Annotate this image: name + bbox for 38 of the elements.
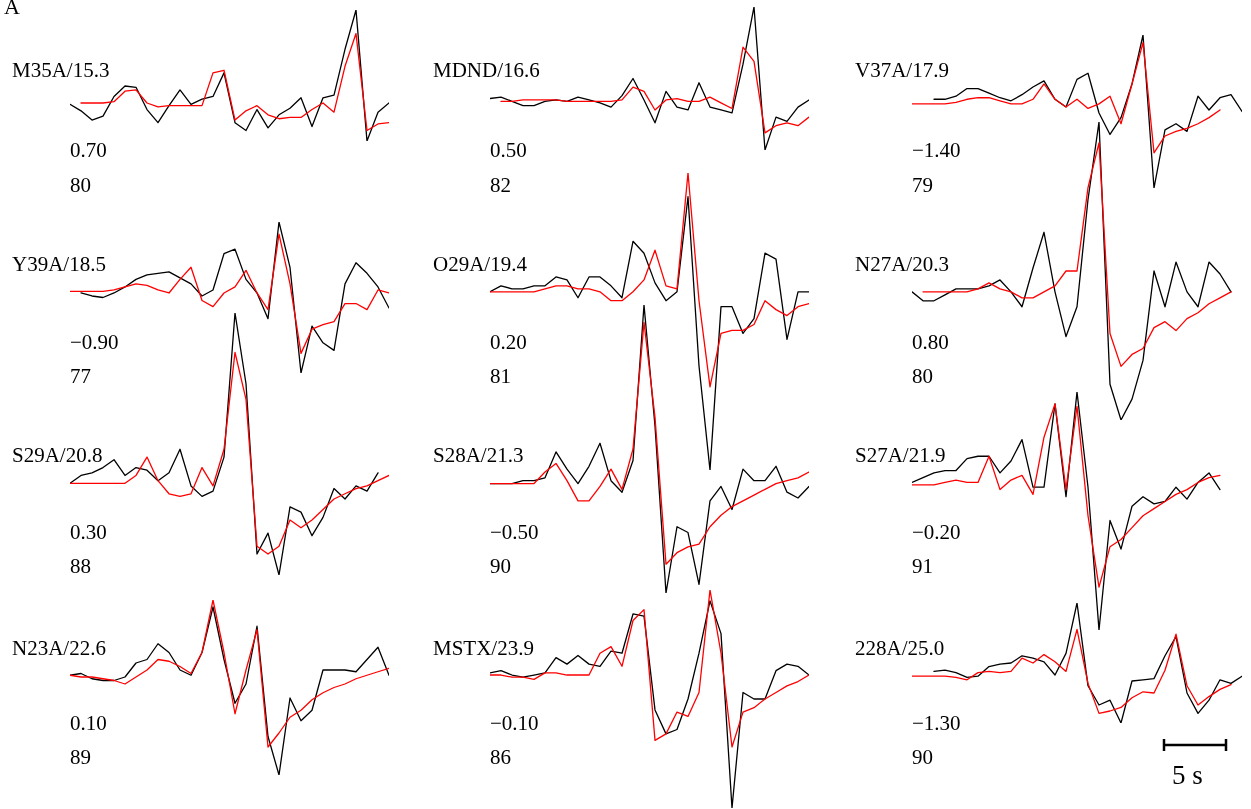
annotation: 88 xyxy=(70,554,91,578)
annotation: MSTX/23.9 xyxy=(433,636,534,660)
annotation: S29A/20.8 xyxy=(12,443,103,467)
annotation: 0.50 xyxy=(490,138,527,162)
annotation: MDND/16.6 xyxy=(433,58,540,82)
annotation: 0.20 xyxy=(490,330,527,354)
annotation: 0.70 xyxy=(70,138,107,162)
annotation: N23A/22.6 xyxy=(12,636,106,660)
annotation: 90 xyxy=(490,554,511,578)
annotation: 89 xyxy=(70,745,91,769)
annotation: Y39A/18.5 xyxy=(12,252,106,276)
annotation: M35A/15.3 xyxy=(12,58,110,82)
annotation: −0.50 xyxy=(490,520,539,544)
annotation: 0.30 xyxy=(70,520,107,544)
annotation: 228A/25.0 xyxy=(855,636,945,660)
annotation: O29A/19.4 xyxy=(433,252,527,276)
annotation: −0.10 xyxy=(490,711,539,735)
annotation: 0.80 xyxy=(912,330,949,354)
text: 5 s xyxy=(1172,760,1203,791)
text: 90 xyxy=(912,745,933,769)
annotation: S28A/21.3 xyxy=(433,443,524,467)
annotation: 81 xyxy=(490,364,511,388)
annotation: 79 xyxy=(912,173,933,197)
annotation: 77 xyxy=(70,364,91,388)
annotation: 86 xyxy=(490,745,511,769)
annotation: 80 xyxy=(912,364,933,388)
annotation: −0.20 xyxy=(912,520,961,544)
annotation: −1.30 xyxy=(912,711,961,735)
annotation: S27A/21.9 xyxy=(855,443,946,467)
annotation: 91 xyxy=(912,554,933,578)
annotation: 82 xyxy=(490,173,511,197)
chart-title: A xyxy=(4,0,20,20)
annotation: V37A/17.9 xyxy=(855,58,949,82)
annotation: 0.10 xyxy=(70,711,107,735)
annotation: −0.90 xyxy=(70,330,119,354)
annotation: −1.40 xyxy=(912,138,961,162)
text: 80 xyxy=(70,173,91,197)
annotation: N27A/20.3 xyxy=(855,252,949,276)
